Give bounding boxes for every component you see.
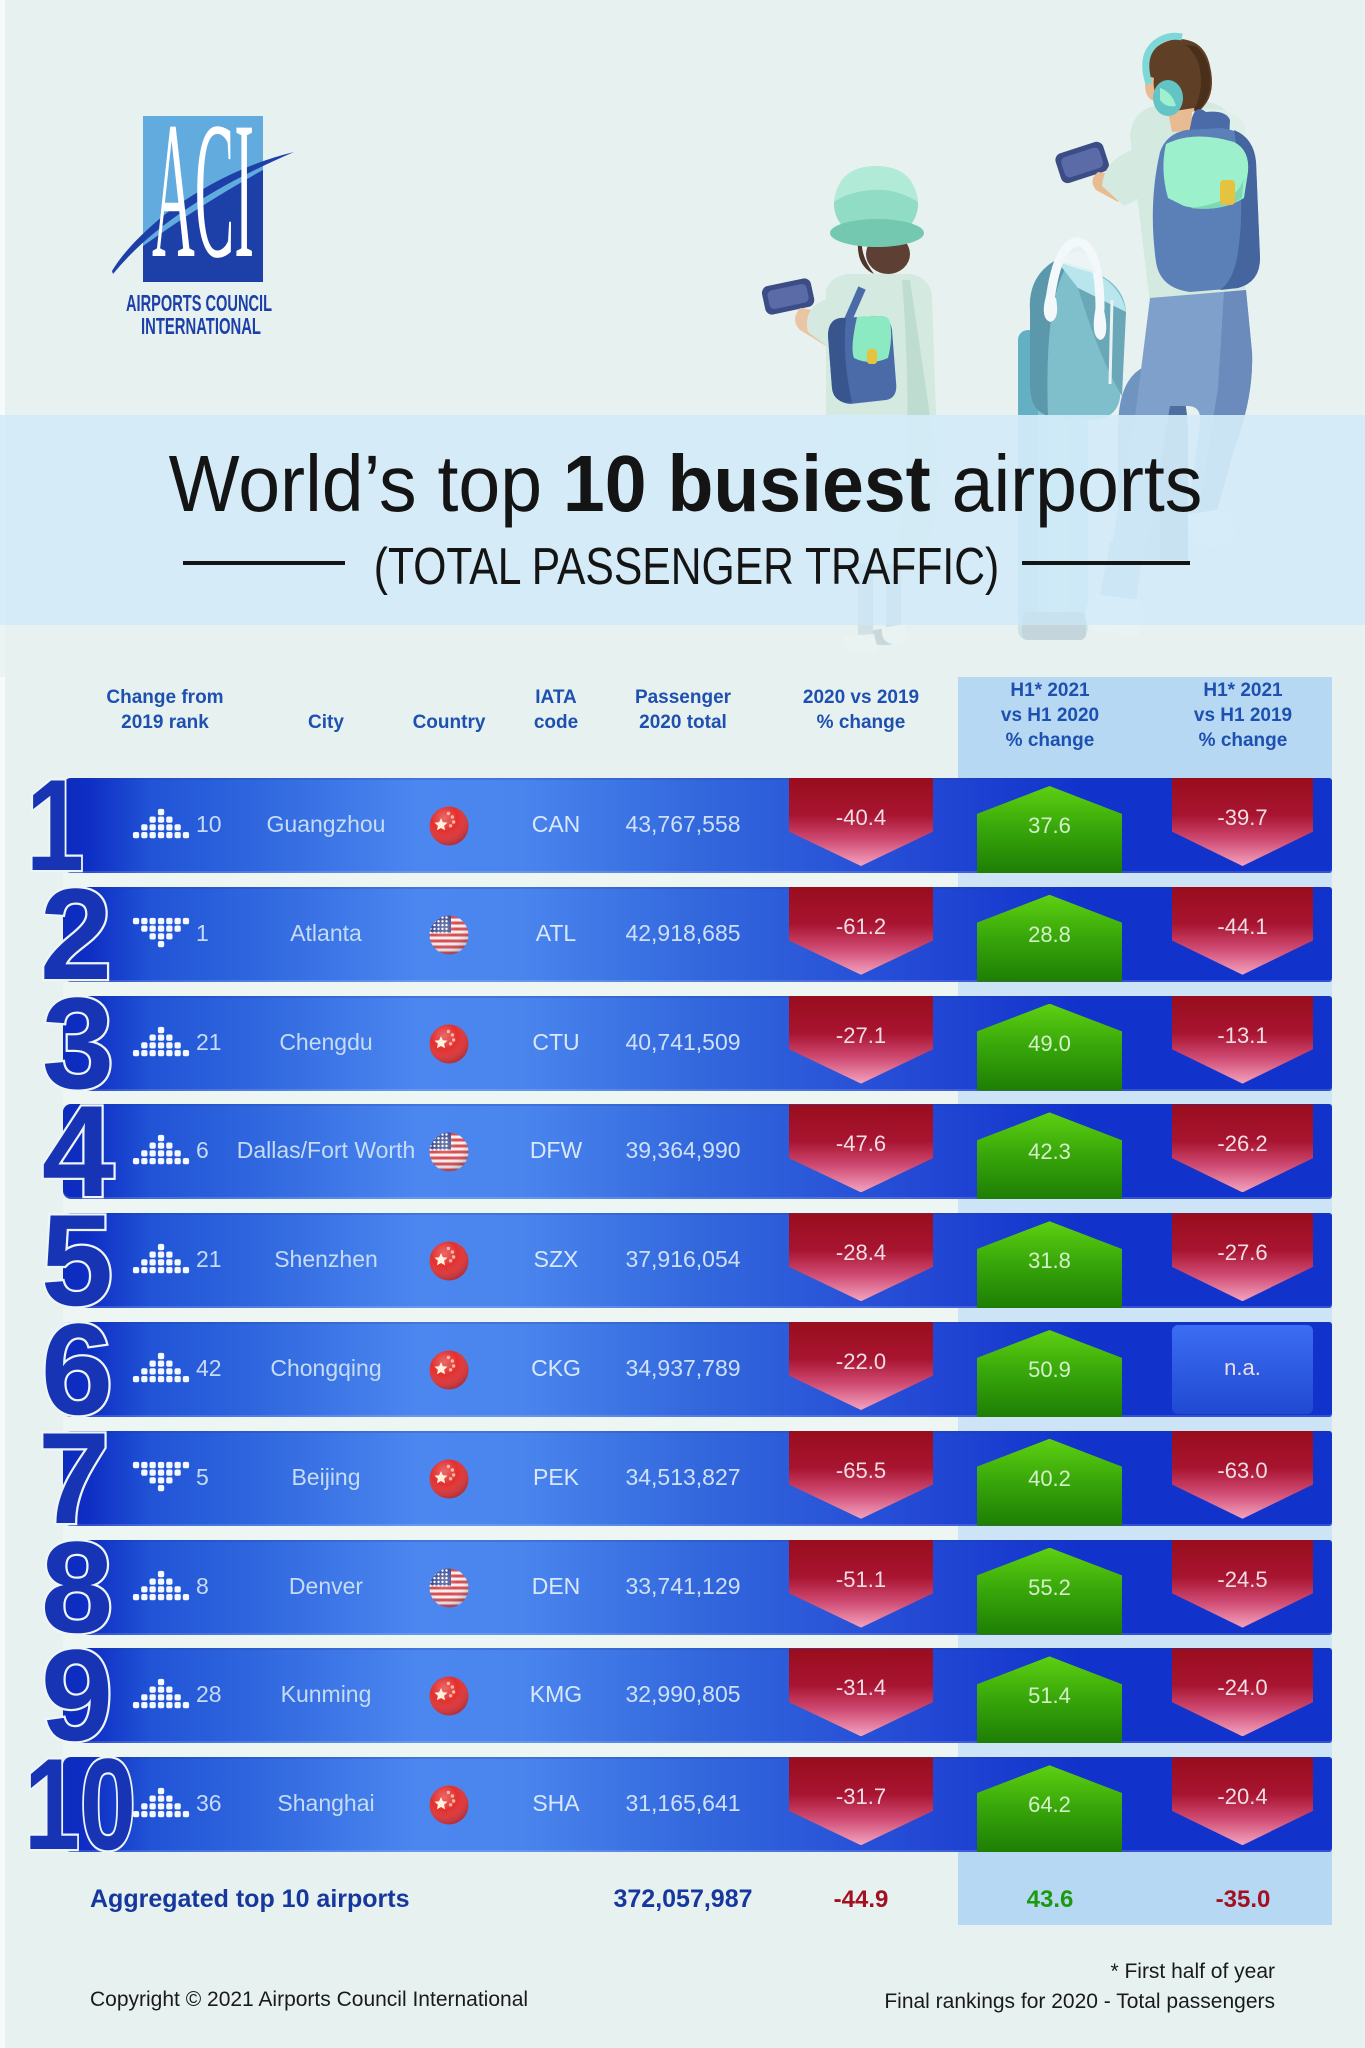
svg-text:ACI: ACI [152, 108, 254, 299]
svg-text:6: 6 [41, 1296, 113, 1442]
svg-text:INTERNATIONAL: INTERNATIONAL [141, 313, 261, 339]
svg-text:4: 4 [42, 1078, 114, 1224]
svg-text:9: 9 [41, 1622, 113, 1768]
svg-text:2: 2 [40, 861, 112, 1007]
svg-text:10: 10 [24, 1731, 136, 1877]
svg-text:8: 8 [41, 1514, 113, 1660]
svg-text:5: 5 [41, 1187, 113, 1333]
svg-text:7: 7 [38, 1405, 110, 1551]
svg-text:1: 1 [26, 752, 84, 898]
svg-text:AIRPORTS COUNCIL: AIRPORTS COUNCIL [126, 290, 272, 316]
svg-text:3: 3 [42, 970, 114, 1116]
